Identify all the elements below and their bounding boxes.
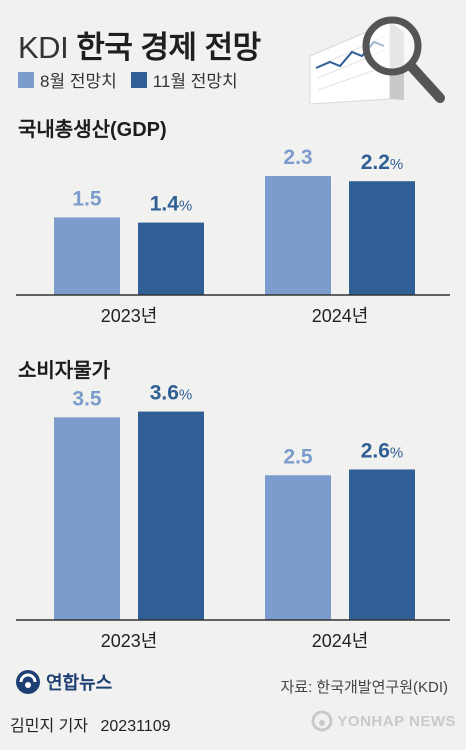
legend-item-november: 11월 전망치	[130, 67, 238, 92]
gdp-bar-august-0	[54, 217, 120, 295]
page-title: KDI 한국 경제 전망	[18, 22, 261, 67]
cpi-chart: 3.5 3.6% 2023년 2.5 2.6% 2024년	[16, 382, 450, 651]
source-text: 자료: 한국개발연구원(KDI)	[280, 679, 448, 696]
legend-label-november: 11월 전망치	[152, 72, 238, 91]
cpi-value-label-november-1: 2.6%	[361, 439, 404, 462]
legend-item-august: 8월 전망치	[18, 67, 117, 92]
yonhap-watermark-icon	[311, 710, 333, 732]
legend-swatch-august	[18, 71, 34, 88]
gdp-bar-november-0	[138, 222, 204, 295]
cpi-bar-august-1	[265, 475, 331, 620]
gdp-value-label-august-1: 2.3	[283, 146, 312, 169]
cpi-bar-august-0	[54, 417, 120, 620]
legend-label-august: 8월 전망치	[40, 72, 117, 91]
gdp-value-label-november-0: 1.4%	[150, 193, 193, 216]
gdp-category-label-0: 2023년	[101, 306, 158, 326]
reporter-line: 김민지 기자 20231109	[10, 712, 171, 736]
cpi-value-label-august-1: 2.5	[283, 445, 313, 468]
watermark: YONHAP NEWS	[311, 710, 456, 732]
title-main: 한국 경제 전망	[76, 30, 261, 65]
cpi-bar-november-0	[138, 411, 204, 620]
logo-text: 연합뉴스	[46, 673, 113, 693]
yonhap-logo-icon	[16, 670, 40, 694]
gdp-chart: 1.5 1.4% 2023년 2.3 2.2% 2024년	[16, 146, 450, 326]
magnifier-chart-icon	[309, 16, 445, 105]
cpi-category-label-0: 2023년	[101, 631, 158, 651]
legend: 8월 전망치 11월 전망치	[18, 67, 238, 92]
gdp-category-label-1: 2024년	[312, 306, 369, 326]
legend-swatch-november	[130, 71, 147, 88]
cpi-value-label-august-0: 3.5	[72, 387, 102, 410]
gdp-bar-november-1	[349, 181, 415, 295]
cpi-value-label-november-0: 3.6%	[150, 382, 193, 405]
gdp-value-label-november-1: 2.2%	[361, 151, 404, 174]
publish-date: 20231109	[100, 718, 171, 735]
yonhap-logo: 연합뉴스	[14, 668, 112, 696]
cpi-category-label-1: 2024년	[312, 631, 369, 651]
title-prefix: KDI	[18, 30, 69, 65]
cpi-bar-november-1	[349, 469, 415, 620]
reporter-name: 김민지 기자	[10, 718, 89, 735]
gdp-bar-august-1	[265, 176, 331, 295]
gdp-value-label-august-0: 1.5	[72, 187, 102, 210]
watermark-text: YONHAP NEWS	[337, 712, 456, 730]
cpi-section-title: 소비자물가	[18, 360, 110, 382]
gdp-section-title: 국내총생산(GDP)	[18, 119, 167, 141]
